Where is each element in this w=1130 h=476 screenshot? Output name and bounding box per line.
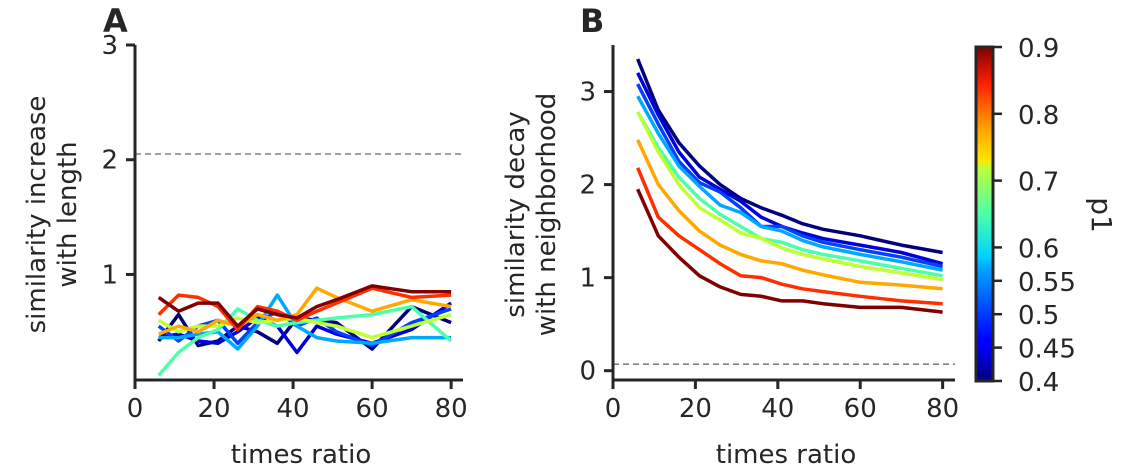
y-axis-label-line: similarity decay xyxy=(501,111,531,317)
x-tick-label: 20 xyxy=(197,394,230,424)
y-tick-label: 0 xyxy=(579,357,596,387)
panel-letter: A xyxy=(103,2,128,40)
series-line-p0.55 xyxy=(158,293,452,351)
series-line-p0.8 xyxy=(158,286,452,336)
panel-b: 0 20 40 60 80 0 1 2 3 times ratio similarity decay… xyxy=(501,2,959,470)
x-tick-label: 40 xyxy=(277,394,310,424)
y-tick-label: 2 xyxy=(579,171,596,201)
colorbar-gradient xyxy=(974,45,995,383)
x-tick-label: 80 xyxy=(435,394,468,424)
y-axis-label-line: similarity increase xyxy=(22,96,52,334)
y-axis-label-line: with length xyxy=(53,141,83,287)
series-line-p0.4 xyxy=(157,304,452,351)
y-tick-label: 1 xyxy=(579,264,596,294)
y-tick-label: 2 xyxy=(101,146,118,176)
series-line-p0.55 xyxy=(636,95,943,272)
x-axis-label: times ratio xyxy=(231,440,372,470)
colorbar-tick-label: 0.7 xyxy=(1018,168,1059,198)
panel-letter: B xyxy=(580,2,604,40)
colorbar-tick-label: 0.45 xyxy=(1018,335,1076,365)
series-line-p0.85 xyxy=(157,286,452,332)
colorbar-tick-label: 0.9 xyxy=(1018,34,1059,64)
x-tick-label: 0 xyxy=(605,394,622,424)
colorbar-tick-label: 0.6 xyxy=(1018,234,1059,264)
series-line-p0.6 xyxy=(157,304,453,377)
y-axis-label-line: with neighborhood xyxy=(532,93,562,337)
colorbar-ticks: 0.40.45 0.50.55 0.6 0.7 0.8 0.9 xyxy=(994,34,1076,398)
x-tick-label: 80 xyxy=(926,394,959,424)
series-line-p0.85 xyxy=(636,167,943,306)
colorbar-tick-label: 0.5 xyxy=(1018,301,1059,331)
series-line-p0.45 xyxy=(636,72,944,266)
panel-a: 0 20 40 60 80 1 2 3 times ratio similarity increa… xyxy=(22,2,468,470)
colorbar-tick-label: 0.8 xyxy=(1018,101,1059,131)
colorbar-tick-label: 0.55 xyxy=(1018,268,1076,298)
x-tick-label: 20 xyxy=(679,394,712,424)
series-line-p0.9 xyxy=(636,188,943,314)
x-axis-label: times ratio xyxy=(716,440,857,470)
series-line-p0.8 xyxy=(636,139,943,291)
series-line-p0.7 xyxy=(636,111,943,282)
y-tick-label: 1 xyxy=(101,260,118,290)
y-tick-label: 3 xyxy=(101,31,118,61)
colorbar-label: p1 xyxy=(1085,197,1118,233)
series-line-p0.4 xyxy=(636,58,943,255)
y-tick-label: 3 xyxy=(579,78,596,108)
x-tick-label: 60 xyxy=(356,394,389,424)
colorbar: 0.40.45 0.50.55 0.6 0.7 0.8 0.9 p1 xyxy=(974,34,1118,398)
x-tick-label: 0 xyxy=(127,394,144,424)
colorbar-tick-label: 0.4 xyxy=(1018,368,1059,398)
series-line-p0.9 xyxy=(157,284,452,328)
x-tick-label: 60 xyxy=(844,394,877,424)
x-tick-label: 40 xyxy=(761,394,794,424)
